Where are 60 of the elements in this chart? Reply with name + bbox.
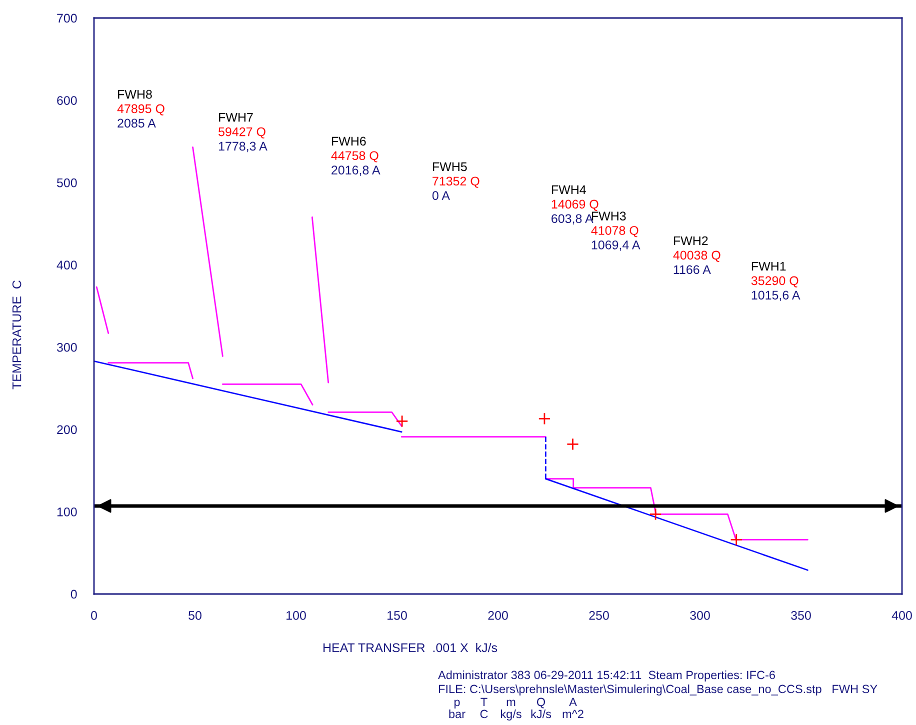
annotation: 2085 A [118,118,156,128]
y-tick-label: 600 [57,96,77,105]
x-tick-label: 50 [188,610,202,620]
x-tick-label: 250 [589,610,609,620]
x-tick-label: 150 [388,610,407,620]
y-tick-label: 700 [57,14,77,23]
text: Administrator 383 06-29-2011 15:42:11 Steam Properties: IFC-6 [438,670,775,682]
text: m^2 [562,710,584,718]
annotation: 71352 Q [432,176,480,188]
annotation: 14069 Q [552,200,598,211]
annotation: 603,8 A [552,214,594,225]
text: kg/s [500,709,522,720]
annotation: 59427 Q [218,127,266,138]
text: C [480,710,488,718]
text: Q [536,698,546,708]
point [730,533,743,546]
text: T [480,698,488,706]
annotation: 35290 Q [751,276,798,288]
point [538,412,551,425]
annotation: 40038 Q [673,250,720,262]
annotation: FWH4 [552,185,586,194]
x-tick-label: 0 [91,610,97,620]
annotation: 44758 Q [331,151,378,162]
annotation: 1015,6 A [752,290,800,302]
y-tick-label: 300 [56,342,77,352]
annotation: FWH8 [118,90,152,99]
annotation: FWH1 [752,262,786,271]
y-tick-label: 400 [56,260,77,270]
y-tick-label: 100 [57,508,77,516]
annotation: 1069,4 A [592,240,640,251]
text: bar [449,709,466,718]
annotation: 1166 A [674,265,711,274]
x-tick-label: 400 [892,610,912,620]
text: m [506,700,516,706]
annotation: FWH2 [674,236,708,246]
text: p [454,700,460,709]
annotation: 0 A [432,191,450,200]
text: FILE: C:\Users\prehnsle\Master\Simulering\Coal_Base case_no_CCS.stp FWH SY [438,684,878,696]
annotation: 2016,8 A [332,166,380,176]
x-axis-title: HEAT TRANSFER .001 X kJ/s [323,642,498,652]
text: kJ/s [531,709,552,718]
x-tick-label: 200 [488,610,508,620]
annotation: 41078 Q [591,226,638,238]
point [396,414,408,428]
annotation: 1778,3 A [218,142,268,152]
x-tick-label: 100 [286,610,306,620]
x-tick-label: 300 [690,610,710,620]
y-tick-label: 500 [56,178,77,188]
y-tick-label: 200 [57,425,77,434]
point [649,508,662,520]
y-axis-title: TEMPERATURE C [12,280,22,390]
text: A [569,698,577,706]
annotation: FWH5 [432,162,467,172]
annotation: FWH3 [592,212,626,220]
x-tick-label: 350 [791,610,811,620]
annotation: 47895 Q [117,104,164,116]
annotation: FWH7 [219,113,253,122]
point [566,438,579,450]
annotation: FWH6 [332,136,366,146]
y-tick-label: 0 [70,590,77,599]
